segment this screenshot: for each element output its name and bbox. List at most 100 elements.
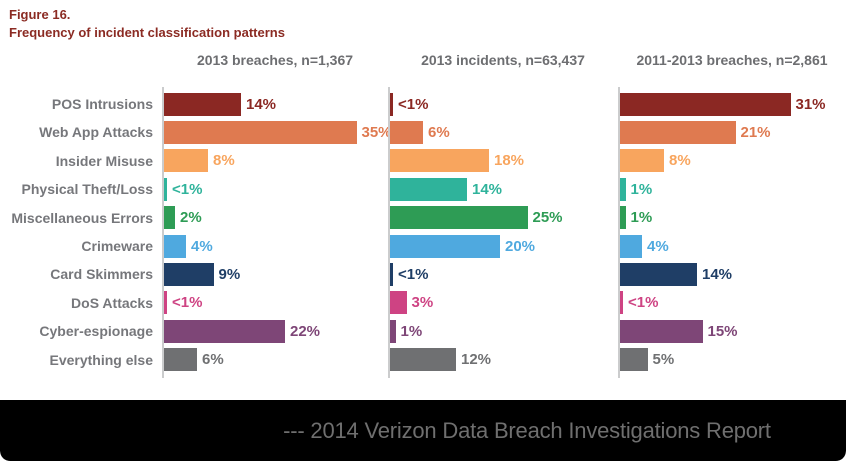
bar-row-crimeware: 20% bbox=[390, 232, 618, 260]
bar-everything-else bbox=[620, 348, 648, 372]
bar-dos-attacks bbox=[390, 291, 407, 315]
header-spacer bbox=[0, 52, 162, 68]
bar-value-insider-misuse: 8% bbox=[669, 152, 691, 170]
bar-miscellaneous-errors bbox=[164, 206, 175, 230]
bar-value-card-skimmers: 9% bbox=[218, 266, 241, 284]
bar-web-app-attacks bbox=[390, 121, 423, 145]
figure-title: Frequency of incident classification pat… bbox=[9, 25, 285, 40]
bar-row-web-app-attacks: 6% bbox=[390, 118, 618, 146]
category-label-pos-intrusions: POS Intrusions bbox=[51, 96, 153, 112]
bar-physical-theft-loss bbox=[620, 177, 626, 201]
bar-value-crimeware: 4% bbox=[191, 237, 213, 255]
bar-insider-misuse bbox=[390, 149, 489, 173]
bar-row-cyber-espionage: 1% bbox=[390, 317, 618, 345]
chart-panel-2011-2013-breaches: 31% 21% 8% 1% 1% 4% 14% <1% 15% 5% bbox=[618, 87, 846, 378]
bar-value-insider-misuse: 18% bbox=[494, 152, 525, 170]
category-label-insider-misuse: Insider Misuse bbox=[55, 152, 153, 169]
bar-web-app-attacks bbox=[620, 121, 736, 145]
bar-row-card-skimmers: 9% bbox=[164, 260, 388, 288]
bar-value-cyber-espionage: 22% bbox=[290, 322, 321, 340]
bar-value-pos-intrusions: 14% bbox=[246, 95, 277, 113]
bar-value-physical-theft-loss: 1% bbox=[630, 180, 653, 198]
bar-insider-misuse bbox=[164, 149, 208, 173]
bar-value-pos-intrusions: <1% bbox=[398, 95, 429, 113]
panel-header-2011-2013-breaches: 2011-2013 breaches, n=2,861 bbox=[636, 52, 828, 68]
bar-value-everything-else: 12% bbox=[461, 351, 492, 369]
figure-label: Figure 16. bbox=[9, 7, 71, 22]
category-label-dos-attacks: DoS Attacks bbox=[71, 294, 153, 311]
bar-dos-attacks bbox=[164, 291, 167, 315]
bar-row-pos-intrusions: <1% bbox=[390, 90, 618, 118]
bar-value-card-skimmers: 14% bbox=[702, 266, 733, 284]
bar-value-pos-intrusions: 31% bbox=[795, 95, 826, 113]
bar-row-miscellaneous-errors: 1% bbox=[620, 204, 846, 232]
bar-row-pos-intrusions: 31% bbox=[620, 90, 846, 118]
bar-value-crimeware: 4% bbox=[647, 237, 669, 255]
bar-value-cyber-espionage: 1% bbox=[400, 322, 423, 340]
bar-card-skimmers bbox=[620, 263, 697, 287]
bar-card-skimmers bbox=[390, 263, 393, 287]
bar-crimeware bbox=[164, 234, 186, 258]
category-label-cyber-espionage: Cyber-espionage bbox=[39, 323, 153, 340]
bar-pos-intrusions bbox=[164, 92, 241, 116]
category-label-miscellaneous-errors: Miscellaneous Errors bbox=[11, 209, 153, 226]
chart-panel-2013-breaches: 14% 35% 8% <1% 2% 4% 9% <1% 22% 6% bbox=[162, 87, 392, 378]
bar-pos-intrusions bbox=[390, 92, 393, 116]
bar-row-physical-theft-loss: 14% bbox=[390, 175, 618, 203]
category-label-column: POS Intrusions Web App Attacks Insider Mis… bbox=[0, 87, 162, 378]
bar-row-crimeware: 4% bbox=[164, 232, 388, 260]
bar-value-dos-attacks: 3% bbox=[411, 294, 434, 312]
bar-pos-intrusions bbox=[620, 92, 791, 116]
bar-physical-theft-loss bbox=[390, 177, 467, 201]
bar-crimeware bbox=[620, 234, 642, 258]
bar-miscellaneous-errors bbox=[390, 206, 528, 230]
bar-row-cyber-espionage: 15% bbox=[620, 317, 846, 345]
bar-everything-else bbox=[390, 348, 456, 372]
bar-row-physical-theft-loss: 1% bbox=[620, 175, 846, 203]
bar-row-dos-attacks: <1% bbox=[164, 289, 388, 317]
bar-insider-misuse bbox=[620, 149, 664, 173]
bar-row-everything-else: 12% bbox=[390, 346, 618, 374]
category-label-crimeware: Crimeware bbox=[81, 237, 153, 254]
bar-row-card-skimmers: <1% bbox=[390, 260, 618, 288]
bar-row-physical-theft-loss: <1% bbox=[164, 175, 388, 203]
bar-miscellaneous-errors bbox=[620, 206, 626, 230]
bar-row-dos-attacks: 3% bbox=[390, 289, 618, 317]
bar-value-cyber-espionage: 15% bbox=[707, 322, 738, 340]
category-label-web-app-attacks: Web App Attacks bbox=[39, 124, 153, 141]
bar-card-skimmers bbox=[164, 263, 214, 287]
bar-crimeware bbox=[390, 234, 500, 258]
bar-value-dos-attacks: <1% bbox=[172, 294, 203, 312]
bar-cyber-espionage bbox=[164, 319, 285, 343]
bar-row-miscellaneous-errors: 25% bbox=[390, 204, 618, 232]
footer-citation: --- 2014 Verizon Data Breach Investigati… bbox=[283, 418, 771, 443]
bar-row-everything-else: 6% bbox=[164, 346, 388, 374]
bar-physical-theft-loss bbox=[164, 177, 167, 201]
bar-value-miscellaneous-errors: 2% bbox=[180, 209, 202, 227]
bar-row-cyber-espionage: 22% bbox=[164, 317, 388, 345]
bar-dos-attacks bbox=[620, 291, 623, 315]
bar-chart: POS Intrusions Web App Attacks Insider Mis… bbox=[0, 87, 846, 378]
bar-value-everything-else: 5% bbox=[652, 351, 675, 369]
bar-value-everything-else: 6% bbox=[202, 351, 224, 369]
bar-row-web-app-attacks: 35% bbox=[164, 118, 392, 146]
panel-headers: 2013 breaches, n=1,367 2013 incidents, n… bbox=[0, 52, 846, 68]
bar-row-crimeware: 4% bbox=[620, 232, 846, 260]
bar-row-insider-misuse: 18% bbox=[390, 147, 618, 175]
footer-banner: --- 2014 Verizon Data Breach Investigati… bbox=[0, 400, 846, 461]
bar-cyber-espionage bbox=[390, 319, 396, 343]
bar-everything-else bbox=[164, 348, 197, 372]
bar-value-physical-theft-loss: 14% bbox=[472, 180, 503, 198]
bar-row-insider-misuse: 8% bbox=[164, 147, 388, 175]
chart-panel-2013-incidents: <1% 6% 18% 14% 25% 20% <1% 3% 1% 12% bbox=[388, 87, 618, 378]
bar-value-crimeware: 20% bbox=[505, 237, 536, 255]
bar-value-web-app-attacks: 6% bbox=[428, 124, 450, 142]
bar-row-insider-misuse: 8% bbox=[620, 147, 846, 175]
bar-row-dos-attacks: <1% bbox=[620, 289, 846, 317]
bar-row-everything-else: 5% bbox=[620, 346, 846, 374]
bar-value-physical-theft-loss: <1% bbox=[172, 180, 203, 198]
bar-row-miscellaneous-errors: 2% bbox=[164, 204, 388, 232]
bar-value-dos-attacks: <1% bbox=[628, 294, 659, 312]
panel-header-2013-incidents: 2013 incidents, n=63,437 bbox=[421, 52, 585, 68]
